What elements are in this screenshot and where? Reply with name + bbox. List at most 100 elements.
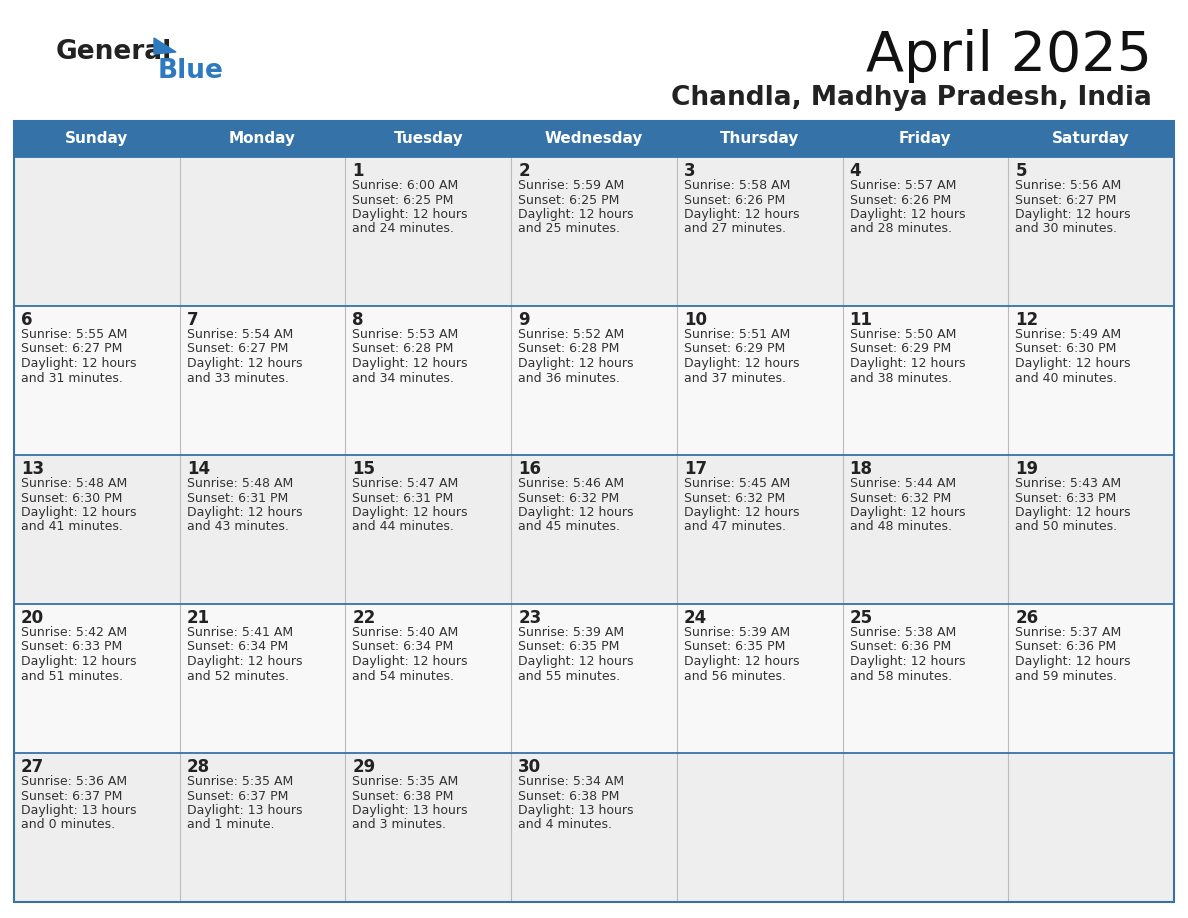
Text: April 2025: April 2025 bbox=[866, 29, 1152, 83]
Text: Sunset: 6:27 PM: Sunset: 6:27 PM bbox=[187, 342, 287, 355]
Text: Daylight: 12 hours: Daylight: 12 hours bbox=[518, 357, 633, 370]
Text: and 47 minutes.: and 47 minutes. bbox=[684, 521, 785, 533]
Text: 5: 5 bbox=[1016, 162, 1026, 180]
Text: Sunrise: 5:47 AM: Sunrise: 5:47 AM bbox=[353, 477, 459, 490]
Text: and 27 minutes.: and 27 minutes. bbox=[684, 222, 785, 236]
Bar bbox=[14, 753, 1174, 902]
Text: 29: 29 bbox=[353, 758, 375, 776]
Text: and 37 minutes.: and 37 minutes. bbox=[684, 372, 785, 385]
Bar bbox=[14, 121, 1174, 157]
Text: 11: 11 bbox=[849, 311, 872, 329]
Text: 20: 20 bbox=[21, 609, 44, 627]
Text: Sunrise: 5:41 AM: Sunrise: 5:41 AM bbox=[187, 626, 292, 639]
Text: Sunset: 6:37 PM: Sunset: 6:37 PM bbox=[187, 789, 287, 802]
Text: Sunrise: 5:45 AM: Sunrise: 5:45 AM bbox=[684, 477, 790, 490]
Text: Daylight: 13 hours: Daylight: 13 hours bbox=[518, 804, 633, 817]
Text: and 55 minutes.: and 55 minutes. bbox=[518, 669, 620, 682]
Text: Sunrise: 5:35 AM: Sunrise: 5:35 AM bbox=[353, 775, 459, 788]
Bar bbox=[14, 121, 1174, 902]
Text: Sunrise: 5:50 AM: Sunrise: 5:50 AM bbox=[849, 328, 956, 341]
Text: Daylight: 12 hours: Daylight: 12 hours bbox=[1016, 357, 1131, 370]
Text: and 25 minutes.: and 25 minutes. bbox=[518, 222, 620, 236]
Text: 9: 9 bbox=[518, 311, 530, 329]
Text: and 31 minutes.: and 31 minutes. bbox=[21, 372, 122, 385]
Text: Daylight: 12 hours: Daylight: 12 hours bbox=[353, 655, 468, 668]
Bar bbox=[14, 455, 1174, 604]
Text: Sunset: 6:38 PM: Sunset: 6:38 PM bbox=[353, 789, 454, 802]
Text: Sunset: 6:34 PM: Sunset: 6:34 PM bbox=[353, 641, 454, 654]
Text: Sunrise: 5:48 AM: Sunrise: 5:48 AM bbox=[21, 477, 127, 490]
Text: and 44 minutes.: and 44 minutes. bbox=[353, 521, 454, 533]
Text: Daylight: 12 hours: Daylight: 12 hours bbox=[21, 655, 137, 668]
Text: and 52 minutes.: and 52 minutes. bbox=[187, 669, 289, 682]
Text: Sunrise: 5:57 AM: Sunrise: 5:57 AM bbox=[849, 179, 956, 192]
Text: 6: 6 bbox=[21, 311, 32, 329]
Text: 26: 26 bbox=[1016, 609, 1038, 627]
Text: Daylight: 12 hours: Daylight: 12 hours bbox=[187, 506, 302, 519]
Text: Daylight: 13 hours: Daylight: 13 hours bbox=[21, 804, 137, 817]
Polygon shape bbox=[154, 38, 176, 54]
Text: 10: 10 bbox=[684, 311, 707, 329]
Text: Daylight: 12 hours: Daylight: 12 hours bbox=[353, 357, 468, 370]
Text: Friday: Friday bbox=[899, 131, 952, 147]
Text: and 40 minutes.: and 40 minutes. bbox=[1016, 372, 1117, 385]
Text: Sunset: 6:35 PM: Sunset: 6:35 PM bbox=[518, 641, 619, 654]
Text: Daylight: 12 hours: Daylight: 12 hours bbox=[518, 506, 633, 519]
Text: Sunrise: 5:54 AM: Sunrise: 5:54 AM bbox=[187, 328, 293, 341]
Text: Daylight: 13 hours: Daylight: 13 hours bbox=[187, 804, 302, 817]
Text: Daylight: 12 hours: Daylight: 12 hours bbox=[849, 655, 965, 668]
Text: 4: 4 bbox=[849, 162, 861, 180]
Text: Sunset: 6:32 PM: Sunset: 6:32 PM bbox=[849, 491, 950, 505]
Text: Daylight: 12 hours: Daylight: 12 hours bbox=[353, 208, 468, 221]
Text: Daylight: 12 hours: Daylight: 12 hours bbox=[518, 208, 633, 221]
Text: Daylight: 12 hours: Daylight: 12 hours bbox=[518, 655, 633, 668]
Bar bbox=[14, 157, 1174, 306]
Text: Sunrise: 5:46 AM: Sunrise: 5:46 AM bbox=[518, 477, 624, 490]
Text: 23: 23 bbox=[518, 609, 542, 627]
Text: 8: 8 bbox=[353, 311, 364, 329]
Text: 12: 12 bbox=[1016, 311, 1038, 329]
Text: Sunset: 6:27 PM: Sunset: 6:27 PM bbox=[21, 342, 122, 355]
Text: Sunset: 6:37 PM: Sunset: 6:37 PM bbox=[21, 789, 122, 802]
Text: Daylight: 12 hours: Daylight: 12 hours bbox=[1016, 655, 1131, 668]
Text: Daylight: 12 hours: Daylight: 12 hours bbox=[1016, 506, 1131, 519]
Text: Daylight: 12 hours: Daylight: 12 hours bbox=[849, 208, 965, 221]
Text: Daylight: 12 hours: Daylight: 12 hours bbox=[21, 506, 137, 519]
Text: Sunset: 6:31 PM: Sunset: 6:31 PM bbox=[187, 491, 287, 505]
Text: Sunrise: 5:40 AM: Sunrise: 5:40 AM bbox=[353, 626, 459, 639]
Text: 3: 3 bbox=[684, 162, 695, 180]
Text: 25: 25 bbox=[849, 609, 873, 627]
Text: 1: 1 bbox=[353, 162, 364, 180]
Text: and 36 minutes.: and 36 minutes. bbox=[518, 372, 620, 385]
Text: Sunrise: 5:48 AM: Sunrise: 5:48 AM bbox=[187, 477, 293, 490]
Text: 21: 21 bbox=[187, 609, 210, 627]
Text: Sunrise: 5:37 AM: Sunrise: 5:37 AM bbox=[1016, 626, 1121, 639]
Text: 13: 13 bbox=[21, 460, 44, 478]
Text: Sunset: 6:28 PM: Sunset: 6:28 PM bbox=[518, 342, 619, 355]
Text: Sunrise: 5:43 AM: Sunrise: 5:43 AM bbox=[1016, 477, 1121, 490]
Text: 28: 28 bbox=[187, 758, 210, 776]
Text: and 33 minutes.: and 33 minutes. bbox=[187, 372, 289, 385]
Text: and 41 minutes.: and 41 minutes. bbox=[21, 521, 122, 533]
Text: Sunrise: 5:42 AM: Sunrise: 5:42 AM bbox=[21, 626, 127, 639]
Text: Sunset: 6:25 PM: Sunset: 6:25 PM bbox=[518, 194, 619, 207]
Text: 7: 7 bbox=[187, 311, 198, 329]
Text: 30: 30 bbox=[518, 758, 542, 776]
Text: and 50 minutes.: and 50 minutes. bbox=[1016, 521, 1118, 533]
Text: Sunrise: 5:59 AM: Sunrise: 5:59 AM bbox=[518, 179, 625, 192]
Text: Sunset: 6:33 PM: Sunset: 6:33 PM bbox=[1016, 491, 1117, 505]
Text: 15: 15 bbox=[353, 460, 375, 478]
Text: Sunday: Sunday bbox=[65, 131, 128, 147]
Text: Sunrise: 5:56 AM: Sunrise: 5:56 AM bbox=[1016, 179, 1121, 192]
Text: Sunrise: 5:39 AM: Sunrise: 5:39 AM bbox=[684, 626, 790, 639]
Text: Sunset: 6:29 PM: Sunset: 6:29 PM bbox=[849, 342, 950, 355]
Text: Sunrise: 6:00 AM: Sunrise: 6:00 AM bbox=[353, 179, 459, 192]
Text: Daylight: 12 hours: Daylight: 12 hours bbox=[684, 506, 800, 519]
Text: and 48 minutes.: and 48 minutes. bbox=[849, 521, 952, 533]
Bar bbox=[14, 306, 1174, 455]
Text: 24: 24 bbox=[684, 609, 707, 627]
Text: and 54 minutes.: and 54 minutes. bbox=[353, 669, 455, 682]
Text: General: General bbox=[56, 39, 172, 65]
Text: Monday: Monday bbox=[229, 131, 296, 147]
Text: 19: 19 bbox=[1016, 460, 1038, 478]
